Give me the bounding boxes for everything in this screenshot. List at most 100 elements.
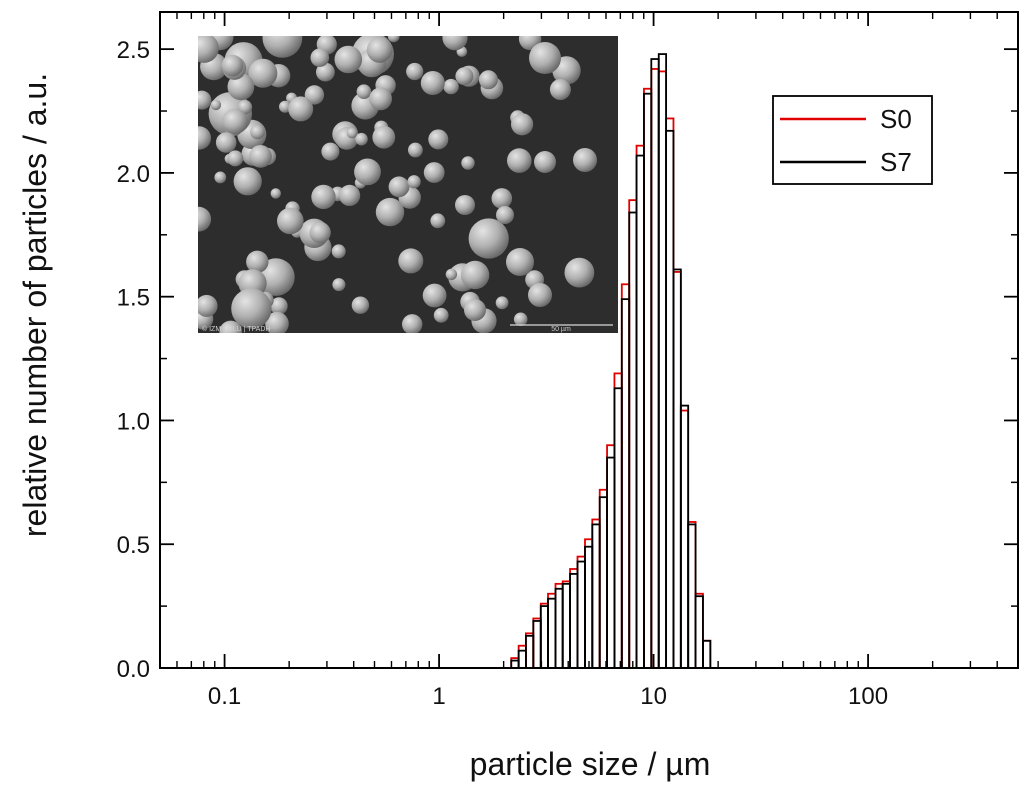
y-axis-title: relative number of particles / a.u.	[17, 73, 53, 537]
inset-particle	[227, 150, 244, 167]
sem-inset: 50 µm © IZM | MLU | TPADH	[198, 36, 618, 333]
inset-particle	[513, 312, 528, 327]
bar-s0-1	[510, 657, 520, 669]
bar-s7-1	[510, 659, 520, 669]
inset-particle	[491, 188, 513, 209]
bar-s7-17	[628, 211, 638, 669]
inset-particle	[198, 36, 219, 63]
bar-s7-27	[702, 639, 712, 669]
legend: S0 S7	[772, 95, 933, 185]
inset-particle	[198, 206, 212, 232]
y-tick-label: 0.0	[117, 656, 150, 683]
bar-s0-16	[620, 283, 631, 669]
inset-scale-bar-label: 50 µm	[551, 326, 571, 333]
legend-label-s0: S0	[880, 104, 912, 134]
bar-s0-25	[687, 521, 697, 669]
inset-particle	[231, 288, 272, 329]
bar-s7-21	[657, 53, 668, 669]
bar-s0-22	[665, 117, 675, 669]
bar-s0-12	[591, 518, 601, 669]
bar-s7-11	[584, 545, 594, 669]
inset-particle	[265, 311, 289, 333]
inset-particles	[198, 36, 597, 333]
inset-particle	[270, 188, 281, 199]
inset-particle	[388, 176, 410, 198]
x-tick-label: 1	[432, 683, 445, 710]
inset-particle	[332, 278, 346, 292]
bar-s7-25	[687, 523, 697, 669]
bar-s7-6	[547, 597, 557, 669]
inset-particle	[309, 222, 331, 244]
bar-s0-4	[532, 617, 542, 669]
inset-particle	[430, 213, 446, 229]
inset-particle	[346, 127, 358, 139]
inset-particle	[398, 248, 424, 274]
inset-particle	[402, 314, 423, 333]
inset-particle	[495, 296, 509, 310]
bar-s0-7	[554, 582, 564, 669]
inset-particle	[221, 54, 244, 77]
inset-particle	[355, 132, 368, 146]
inset-particle	[372, 125, 396, 149]
bar-s0-27	[702, 639, 712, 669]
inset-particle	[442, 36, 468, 51]
bar-s0-10	[576, 555, 586, 669]
bar-s0-9	[569, 568, 579, 669]
bar-s7-16	[620, 298, 631, 669]
bar-s7-20	[650, 58, 660, 669]
inset-particle	[339, 184, 361, 206]
inset-particle	[510, 113, 534, 136]
y-tick-label: 2.5	[117, 37, 150, 64]
x-tick-label: 0.1	[208, 683, 241, 710]
bar-s7-23	[672, 268, 682, 669]
inset-particle	[270, 297, 288, 315]
inset-particle	[375, 197, 405, 227]
inset-particle	[564, 257, 595, 288]
x-tick-label: 100	[848, 683, 888, 710]
bar-s7-14	[606, 456, 616, 669]
inset-particle	[198, 90, 212, 110]
inset-particle	[233, 167, 262, 196]
y-tick-label: 1.0	[117, 408, 150, 435]
bar-s0-11	[584, 538, 594, 669]
inset-particle	[507, 148, 532, 173]
inset-particle	[214, 171, 227, 184]
inset-particle	[288, 96, 314, 122]
bar-s7-26	[694, 595, 704, 669]
inset-particle	[464, 299, 486, 321]
inset-particle	[279, 100, 291, 113]
bar-s7-2	[517, 649, 527, 669]
inset-particle	[433, 307, 449, 323]
y-tick-label: 1.5	[117, 285, 150, 312]
bar-s7-19	[643, 92, 653, 669]
inset-particle	[262, 36, 303, 58]
bar-s0-15	[613, 372, 623, 669]
inset-particle	[406, 62, 424, 81]
bar-s0-8	[561, 580, 571, 669]
inset-particle	[277, 207, 304, 235]
inset-particle	[478, 70, 498, 90]
inset-particle	[506, 248, 534, 276]
bar-s0-17	[628, 199, 638, 669]
inset-particle	[468, 218, 509, 259]
inset-particle	[534, 151, 556, 173]
inset-particle	[460, 260, 490, 290]
inset-particle	[420, 71, 445, 95]
inset-particle	[369, 87, 392, 111]
inset-particle	[250, 124, 265, 140]
bar-s7-3	[525, 634, 535, 669]
inset-particle	[549, 79, 571, 100]
inset-particle	[198, 294, 218, 317]
inset-particle	[496, 206, 514, 224]
inset-particle	[407, 175, 421, 189]
inset-particle	[248, 58, 278, 88]
bar-s0-5	[539, 602, 549, 669]
inset-particle	[366, 37, 393, 63]
bar-s0-21	[657, 70, 668, 669]
bar-s7-5	[539, 605, 549, 669]
x-axis-title: particle size / µm	[470, 746, 711, 782]
y-tick-label: 2.0	[117, 161, 150, 188]
inset-particle	[387, 36, 400, 43]
bar-s7-4	[532, 620, 542, 669]
